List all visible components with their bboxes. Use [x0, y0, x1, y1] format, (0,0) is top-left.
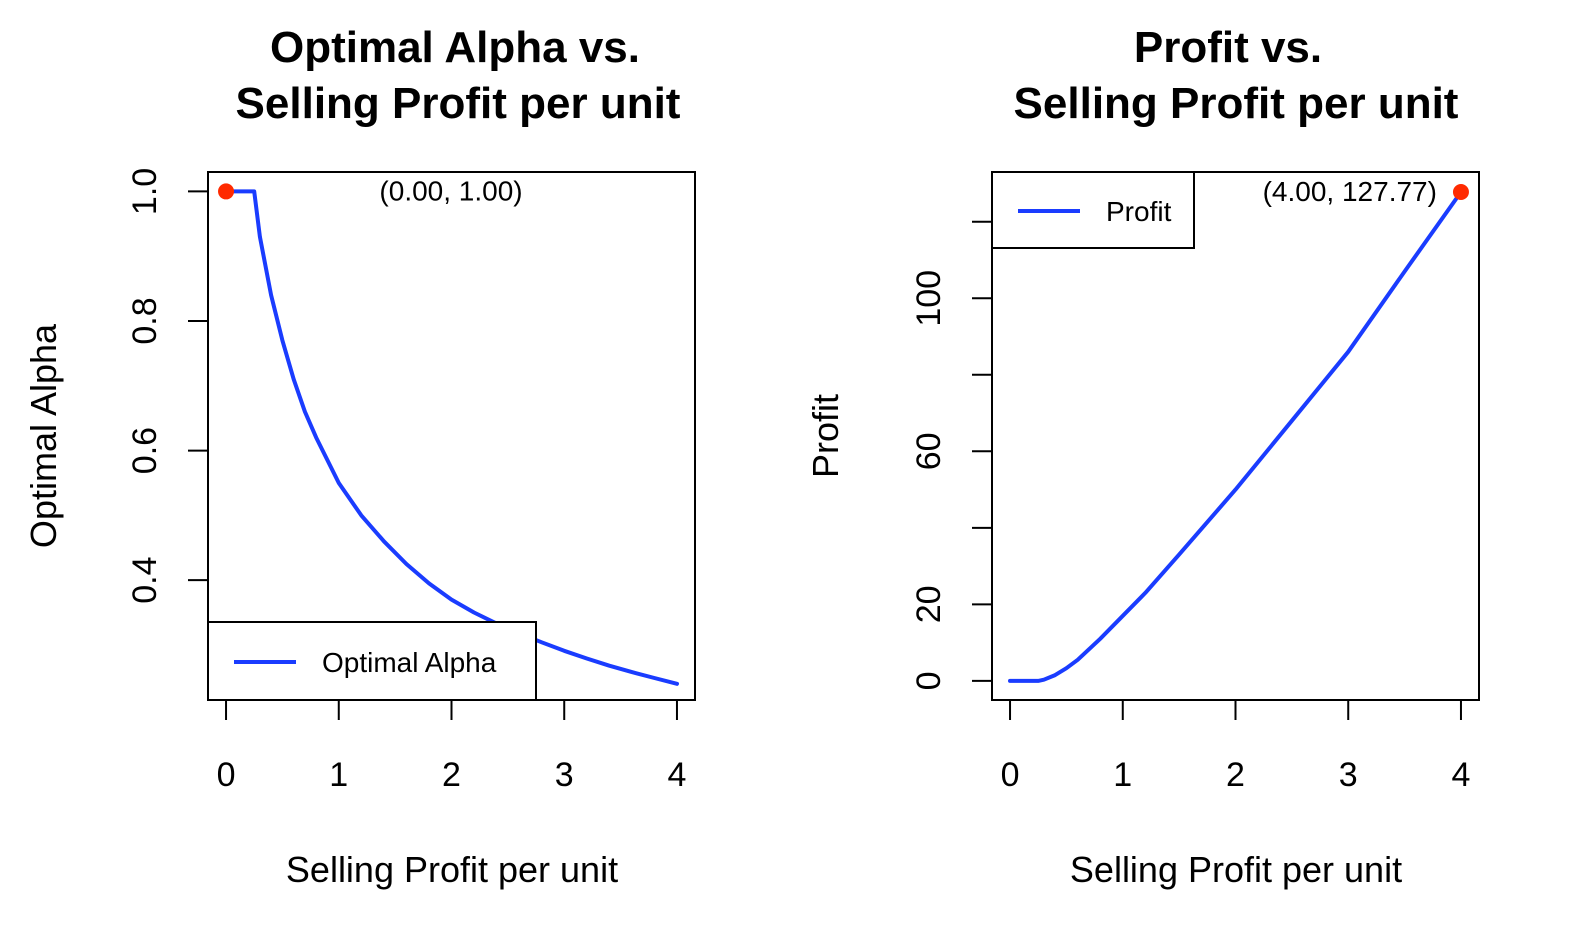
- legend: Optimal Alpha: [207, 621, 537, 701]
- chart-title-line-1: Profit vs.: [1134, 23, 1322, 72]
- highlight-annotation: (0.00, 1.00): [379, 175, 522, 206]
- x-tick-label: 3: [555, 756, 574, 794]
- x-tick-label: 4: [1452, 756, 1471, 794]
- chart-title-line-2: Selling Profit per unit: [1014, 79, 1459, 128]
- legend-label: Profit: [1106, 196, 1172, 227]
- highlight-point: [1452, 184, 1469, 201]
- plot-frame: [991, 171, 1480, 701]
- x-tick-label: 2: [442, 756, 461, 794]
- x-tick-label: 0: [1001, 756, 1020, 794]
- series-line: [1008, 190, 1463, 683]
- highlight-annotation: (4.00, 127.77): [1263, 176, 1437, 207]
- series-line: [224, 189, 679, 686]
- y-tick-label: 0.4: [126, 557, 164, 604]
- y-tick-label: 60: [910, 432, 948, 470]
- y-tick-label: 0.6: [126, 427, 164, 474]
- x-tick-label: 3: [1339, 756, 1358, 794]
- highlight-point: [218, 183, 235, 200]
- plot-frame: [207, 171, 696, 701]
- y-tick-label: 20: [910, 585, 948, 623]
- y-axis-label: Profit: [805, 394, 846, 478]
- y-tick-label: 0: [910, 671, 948, 690]
- x-tick-label: 2: [1226, 756, 1245, 794]
- chart-title-line-1: Optimal Alpha vs.: [270, 23, 640, 72]
- x-tick-label: 1: [1113, 756, 1132, 794]
- legend-label: Optimal Alpha: [322, 647, 497, 678]
- chart-optimal-alpha: Optimal Alpha vs. Selling Profit per uni…: [23, 23, 696, 890]
- y-tick-label: 0.8: [126, 297, 164, 344]
- chart-title-line-2: Selling Profit per unit: [236, 79, 681, 128]
- x-tick-label: 0: [217, 756, 236, 794]
- y-tick-label: 1.0: [126, 168, 164, 215]
- y-tick-label: 100: [910, 270, 948, 327]
- x-axis-label: Selling Profit per unit: [286, 849, 618, 890]
- legend: Profit: [991, 171, 1195, 249]
- x-tick-label: 1: [329, 756, 348, 794]
- chart-profit: Profit vs. Selling Profit per unit Selli…: [805, 23, 1480, 890]
- x-tick-label: 4: [668, 756, 687, 794]
- y-axis-label: Optimal Alpha: [23, 323, 64, 548]
- x-axis-label: Selling Profit per unit: [1070, 849, 1402, 890]
